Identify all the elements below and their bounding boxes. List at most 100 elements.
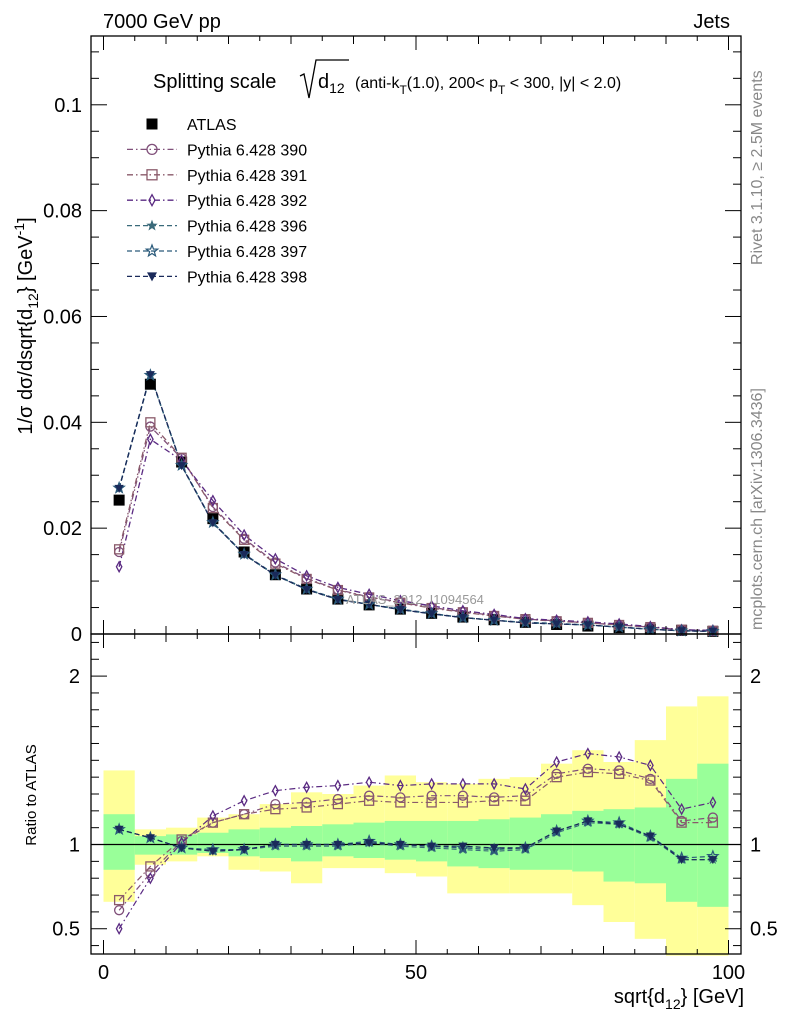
ratio-point [582, 766, 594, 778]
ratio-y-tick-label-right: 2 [750, 666, 761, 688]
data-point [145, 417, 156, 428]
y-tick-label: 0.02 [43, 518, 82, 540]
data-point [238, 534, 250, 545]
data-point [209, 494, 217, 507]
ratio-point [426, 790, 437, 801]
x-tick-label: 100 [712, 962, 745, 984]
title-prefix: Splitting scale [153, 71, 276, 93]
ratio-point [428, 777, 436, 791]
ratio-series-line [118, 768, 713, 911]
legend-marker [146, 219, 158, 231]
legend-entry-label: Pythia 6.428 390 [187, 142, 307, 159]
ratio-point [240, 794, 248, 808]
data-point [333, 596, 343, 605]
legend-entry-label: Pythia 6.428 396 [187, 219, 307, 236]
data-point [489, 616, 499, 625]
ratio-point [551, 772, 562, 783]
ratio-point [552, 827, 562, 836]
chart-title: Splitting scale d12 (anti-kT(1.0), 200< … [153, 59, 621, 99]
title-radicand: d [318, 71, 329, 93]
ratio-point [521, 782, 529, 796]
ratio-point [270, 840, 280, 850]
ratio-point [490, 777, 498, 791]
ratio-y-tick-label-right: 1 [750, 835, 761, 857]
ratio-point [333, 840, 343, 850]
ratio-point [113, 905, 125, 916]
data-point [208, 519, 218, 528]
ratio-point [365, 775, 373, 789]
ratio-point [145, 861, 156, 872]
header-left: 7000 GeV pp [103, 11, 221, 33]
ratio-point [677, 856, 687, 865]
ratio-point [645, 775, 656, 786]
y-tick-label: 0.06 [43, 306, 82, 328]
ratio-y-tick-label: 0.5 [52, 919, 80, 941]
ratio-point [208, 847, 218, 856]
ratio-point [270, 804, 281, 815]
data-point [427, 610, 437, 619]
ratio-y-tick-label: 2 [69, 666, 80, 688]
legend-entry-label: ATLAS [187, 117, 237, 134]
y-tick-label: 0 [71, 624, 82, 646]
title-details: (anti-kT(1.0), 200< pT < 300, |y| < 2.0) [355, 75, 621, 97]
band-inner-bin [541, 814, 573, 870]
y-tick-label: 0.04 [43, 412, 82, 434]
side-label-top: Rivet 3.1.10, ≥ 2.5M events [749, 70, 766, 265]
data-point [552, 620, 562, 629]
ratio-point [146, 871, 154, 885]
ratio-y-tick-label: 1 [69, 835, 80, 857]
ratio-point [615, 750, 623, 764]
data-point [677, 627, 687, 636]
ratio-point [239, 845, 249, 855]
watermark: ATLAS_2012_I1094564 [346, 592, 484, 607]
data-point [114, 484, 124, 493]
ratio-point [489, 844, 499, 853]
title-sqrt-sign [299, 59, 349, 99]
ratio-point [177, 844, 187, 853]
ratio-point [396, 779, 404, 792]
data-point [614, 623, 624, 632]
ratio-point [708, 856, 718, 865]
ratio-point [646, 759, 654, 772]
data-point [364, 600, 374, 609]
data-point [395, 606, 405, 615]
ratio-point [113, 894, 125, 906]
ratio-point [584, 747, 592, 760]
x-tick-label: 50 [405, 962, 427, 984]
ratio-point [613, 768, 625, 779]
ratio-point [332, 798, 344, 810]
y-axis-title-ratio: Ratio to ATLAS [23, 744, 40, 845]
legend: ATLAS Pythia 6.428 390 Pythia 6.428 391 Pyt… [127, 117, 307, 286]
ratio-point [520, 795, 531, 806]
ratio-point [488, 795, 500, 806]
legend-marker [146, 118, 158, 130]
ratio-point [520, 844, 530, 853]
header-right: Jets [693, 11, 730, 33]
ratio-point [458, 842, 468, 851]
data-point [708, 627, 718, 636]
ratio-point [678, 802, 686, 816]
data-point [113, 544, 125, 555]
ratio-point [426, 797, 437, 808]
ratio-point [114, 825, 124, 834]
ratio-point [364, 839, 374, 848]
data-point [177, 462, 187, 471]
data-point [458, 613, 468, 623]
legend-entry-label: Pythia 6.428 392 [187, 193, 307, 210]
title-radicand-sub: 12 [329, 80, 345, 96]
data-point [239, 551, 249, 560]
ratio-point [145, 834, 155, 843]
ratio-point [457, 790, 469, 801]
y-tick-label: 0.08 [43, 201, 82, 223]
legend-entry-label: Pythia 6.428 397 [187, 244, 307, 261]
data-point [146, 432, 154, 446]
ratio-point [115, 922, 123, 936]
ratio-point [427, 842, 437, 851]
data-point [271, 552, 279, 566]
ratio-point [707, 817, 719, 828]
ratio-series-line [118, 820, 713, 861]
data-point [302, 585, 312, 595]
ratio-point [238, 809, 250, 820]
data-point [207, 502, 219, 514]
